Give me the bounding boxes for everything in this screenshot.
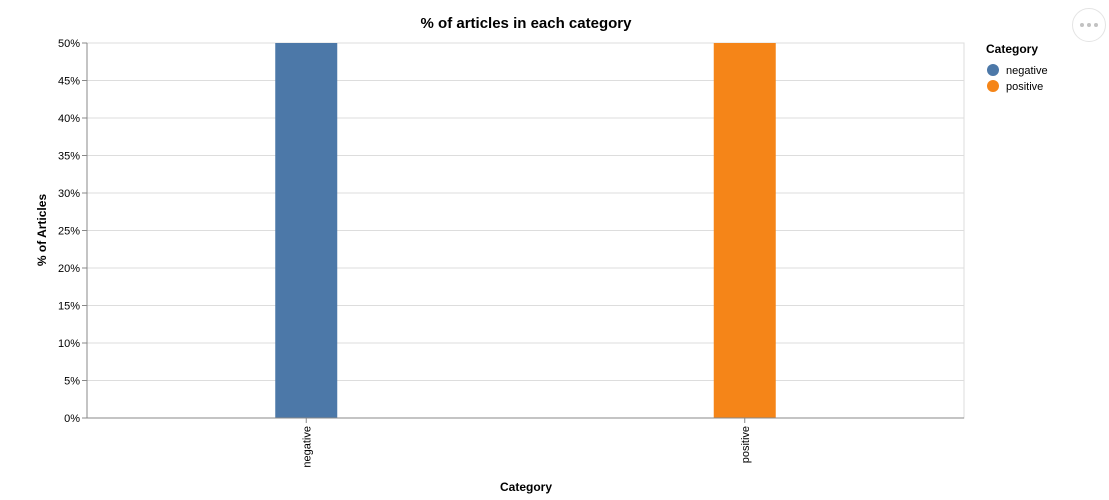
y-axis-ticks: 0% 5% 10% 15% 20% 25% 30% 35% 40% 45% 50% [58,38,87,425]
legend-swatch-negative [987,64,999,76]
bar-positive[interactable] [713,43,776,418]
legend-swatch-positive [987,80,999,92]
y-tick-label: 50% [58,38,80,50]
y-tick-label: 30% [58,188,80,200]
y-tick-label: 40% [58,113,80,125]
more-horizontal-icon-dot [1087,23,1091,27]
y-tick-label: 20% [58,263,80,275]
bars [275,43,776,418]
bar-negative[interactable] [275,43,338,418]
legend: Category negative positive [986,42,1048,93]
legend-title: Category [986,42,1038,56]
more-horizontal-icon-dot [1094,23,1098,27]
y-axis-title: % of Articles [35,194,49,267]
y-tick-label: 0% [64,413,80,425]
legend-entries: negative positive [987,64,1048,93]
x-axis-title: Category [500,480,552,494]
y-tick-label: 45% [58,76,80,88]
y-tick-label: 5% [64,376,80,388]
y-tick-label: 35% [58,151,80,163]
more-options-button[interactable] [1072,8,1106,42]
x-tick-label-positive: positive [740,426,752,463]
x-axis-ticks: negative positive [301,418,752,468]
y-tick-label: 25% [58,226,80,238]
y-tick-label: 15% [58,301,80,313]
x-tick-label-negative: negative [301,426,313,468]
more-horizontal-icon [1080,23,1084,27]
legend-label-negative: negative [1006,65,1048,77]
legend-label-positive: positive [1006,81,1043,93]
y-tick-label: 10% [58,338,80,350]
chart-title: % of articles in each category [421,15,633,32]
gridlines [87,42,964,419]
